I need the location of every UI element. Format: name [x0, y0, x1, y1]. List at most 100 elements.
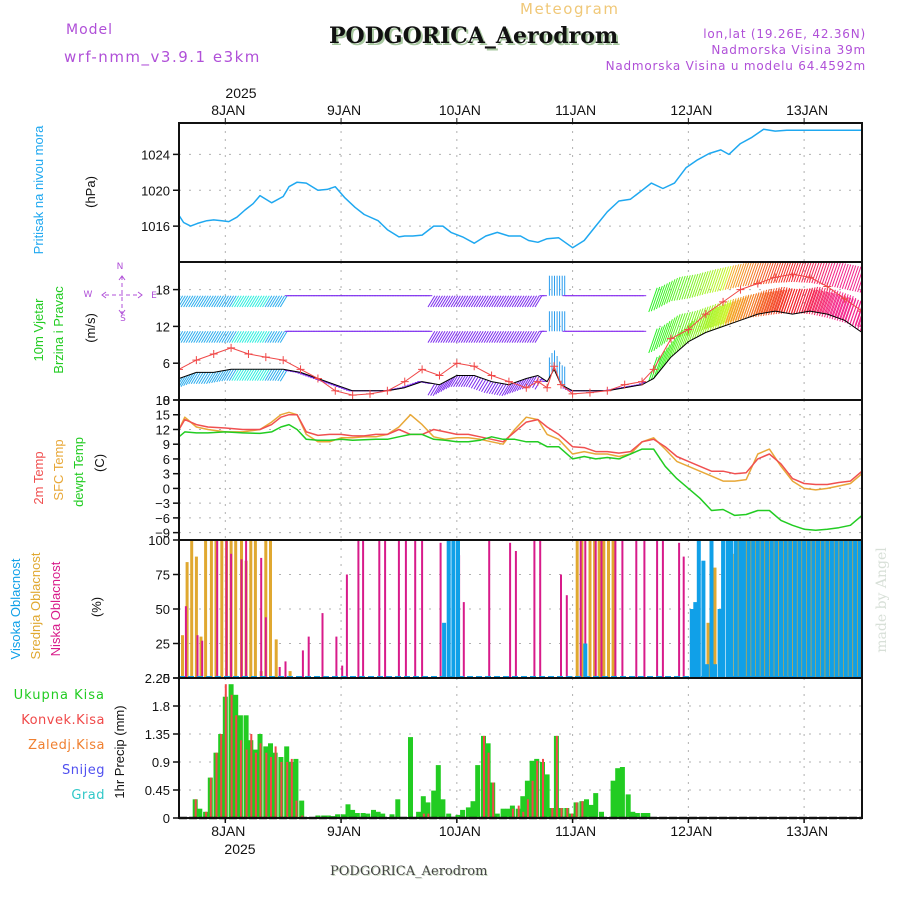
wind-barb — [195, 372, 204, 384]
total-rain-bar — [435, 765, 441, 818]
wind-barb — [241, 295, 250, 308]
panel-data — [192, 684, 651, 818]
wind-barb — [757, 292, 768, 317]
dewpt-title: dewpt Temp — [71, 437, 86, 507]
wind-barb — [834, 262, 844, 288]
wind-barb — [183, 295, 191, 308]
high-cloud-bar — [693, 602, 698, 678]
wind-barb — [440, 331, 449, 343]
gust-marker — [638, 377, 647, 386]
wind-barb — [432, 384, 441, 396]
wind-barb — [663, 319, 673, 344]
conv-rain-bar — [526, 799, 529, 818]
gust-marker — [585, 388, 594, 397]
wind-barb — [218, 331, 227, 343]
wind-barb — [437, 331, 446, 343]
wind-barb — [447, 295, 456, 308]
wind-barb — [722, 265, 732, 291]
wind-barb — [714, 304, 724, 330]
wind-barb — [808, 289, 819, 315]
low-cloud-bar — [230, 553, 233, 678]
wind-barb — [256, 369, 265, 381]
wind-barb — [432, 331, 441, 343]
gust-marker — [788, 270, 797, 279]
mid-cloud-title: Srednja Oblacnost — [28, 552, 43, 659]
wind-barb — [442, 378, 451, 391]
wind-barb — [226, 369, 235, 381]
compass-s: S — [120, 314, 126, 324]
wind-barb — [829, 262, 839, 287]
low-cloud-bar — [421, 540, 424, 678]
mid-cloud-bar — [713, 567, 717, 678]
wind-barb — [752, 292, 763, 318]
wind-barb — [180, 375, 189, 387]
mid-cloud-bar — [763, 540, 767, 678]
y-tick-label: 15 — [156, 408, 170, 423]
mid-cloud-bar — [842, 540, 845, 678]
y-tick-label: 0 — [163, 481, 170, 496]
wind-barb — [198, 372, 207, 384]
total-rain-bar — [299, 800, 305, 818]
wind-barb — [519, 295, 527, 308]
wind-barb — [445, 331, 454, 343]
wind-barb — [193, 331, 201, 343]
wind-barb — [529, 331, 538, 343]
wind-barb — [831, 291, 841, 317]
total-rain-bar — [425, 802, 431, 818]
y-tick-label: 1.35 — [145, 727, 170, 742]
gust-marker — [296, 365, 305, 374]
gust-marker — [649, 365, 658, 374]
high-cloud-bar — [829, 540, 834, 678]
conv-rain-bar — [551, 808, 554, 818]
wind-barb — [445, 377, 454, 390]
wind-barb — [691, 273, 701, 298]
wind-barb — [279, 295, 288, 308]
high-cloud-bar — [769, 540, 774, 678]
y-tick-label: 1016 — [141, 219, 170, 234]
wind-barb — [803, 289, 813, 314]
mid-cloud-bar — [818, 540, 822, 678]
low-cloud-bar — [533, 540, 536, 678]
y-tick-label: 18 — [156, 393, 170, 408]
total-rain-bar — [371, 809, 376, 818]
low-cloud-bar — [341, 665, 344, 678]
wind-barb — [755, 262, 765, 286]
low-cloud-bar — [225, 540, 228, 678]
gust-marker — [279, 356, 288, 365]
legend-total-rain: Ukupna Kisa — [14, 688, 105, 703]
total-rain-bar — [375, 811, 381, 818]
wind-barb — [831, 262, 841, 287]
wind-barb — [734, 263, 745, 288]
wind-barb — [440, 295, 449, 308]
wind-barb — [236, 369, 245, 381]
wind-barb — [699, 311, 709, 336]
wind-barb — [430, 295, 438, 308]
wind-barb — [228, 331, 237, 343]
wind-barb — [699, 306, 709, 332]
high-cloud-bar — [689, 609, 694, 678]
wind-barb — [269, 295, 278, 308]
wind-barb — [717, 301, 727, 326]
wind-barb — [450, 375, 459, 388]
wind-barb — [521, 331, 530, 343]
total-rain-bar — [630, 811, 636, 818]
gust-marker — [533, 377, 542, 386]
high-cloud-bar — [834, 540, 839, 678]
pressure-line — [179, 128, 862, 249]
wind-barb — [788, 288, 798, 314]
y-tick-label: 0 — [163, 671, 170, 686]
gust-marker — [550, 362, 559, 371]
conv-rain-bar — [531, 780, 534, 818]
wind-barb — [711, 305, 722, 331]
wind-barb — [496, 295, 505, 308]
bottom-tick-label: 11JAN — [555, 823, 596, 839]
conv-rain-bar — [511, 808, 514, 818]
wind-barb — [516, 331, 525, 343]
wind-barb — [737, 262, 747, 288]
wind-barb — [732, 298, 742, 324]
wind-barb — [666, 279, 676, 304]
total-rain-bar — [345, 804, 351, 818]
total-rain-bar — [340, 814, 346, 818]
